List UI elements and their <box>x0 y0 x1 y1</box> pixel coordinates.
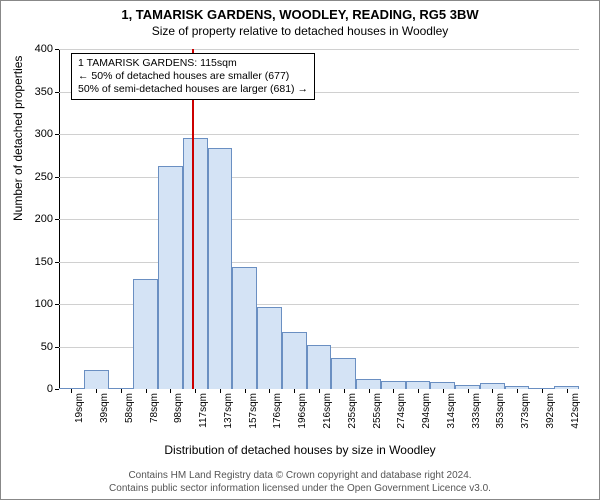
annotation-line: 1 TAMARISK GARDENS: 115sqm <box>78 57 308 70</box>
y-tick-mark <box>55 304 59 305</box>
x-tick-mark <box>245 389 246 393</box>
x-tick-label: 412sqm <box>570 393 581 429</box>
histogram-bar <box>406 381 431 390</box>
x-tick-label: 235sqm <box>347 393 358 429</box>
plot-area: 05010015020025030035040019sqm39sqm58sqm7… <box>59 49 579 389</box>
x-tick-mark <box>369 389 370 393</box>
x-tick-label: 19sqm <box>74 393 85 423</box>
x-tick-label: 117sqm <box>198 393 209 428</box>
x-tick-label: 333sqm <box>471 393 482 429</box>
y-tick-mark <box>55 262 59 263</box>
x-tick-label: 58sqm <box>124 393 135 423</box>
y-tick-label: 300 <box>35 128 53 140</box>
x-tick-mark <box>492 389 493 393</box>
histogram-bar <box>158 166 183 389</box>
x-tick-mark <box>121 389 122 393</box>
histogram-bar <box>307 345 332 389</box>
x-tick-mark <box>517 389 518 393</box>
histogram-bar <box>232 267 257 389</box>
x-tick-label: 196sqm <box>297 393 308 429</box>
x-tick-mark <box>468 389 469 393</box>
x-tick-mark <box>567 389 568 393</box>
y-axis-label: Number of detached properties <box>11 56 25 221</box>
y-tick-mark <box>55 134 59 135</box>
footer-line: Contains public sector information licen… <box>1 483 599 496</box>
y-tick-mark <box>55 49 59 50</box>
x-tick-label: 98sqm <box>173 393 184 423</box>
x-tick-mark <box>269 389 270 393</box>
y-tick-mark <box>55 347 59 348</box>
y-tick-mark <box>55 92 59 93</box>
x-tick-label: 157sqm <box>248 393 259 429</box>
x-tick-mark <box>344 389 345 393</box>
y-tick-label: 50 <box>41 341 53 353</box>
x-tick-label: 255sqm <box>372 393 383 429</box>
x-tick-mark <box>443 389 444 393</box>
gridline <box>59 262 579 263</box>
y-tick-label: 100 <box>35 298 53 310</box>
histogram-bar <box>208 148 233 389</box>
y-tick-mark <box>55 389 59 390</box>
x-tick-mark <box>71 389 72 393</box>
x-tick-mark <box>294 389 295 393</box>
chart-container: 1, TAMARISK GARDENS, WOODLEY, READING, R… <box>0 0 600 500</box>
histogram-bar <box>183 138 208 389</box>
x-tick-mark <box>146 389 147 393</box>
y-tick-label: 250 <box>35 171 53 183</box>
x-tick-label: 373sqm <box>520 393 531 429</box>
x-tick-mark <box>170 389 171 393</box>
histogram-bar <box>133 279 158 390</box>
x-tick-label: 294sqm <box>421 393 432 429</box>
gridline <box>59 134 579 135</box>
histogram-bar <box>331 358 356 389</box>
histogram-bar <box>430 382 455 389</box>
x-tick-label: 137sqm <box>223 393 234 429</box>
x-tick-mark <box>220 389 221 393</box>
x-tick-mark <box>542 389 543 393</box>
x-tick-mark <box>418 389 419 393</box>
histogram-bar <box>356 379 381 389</box>
footer-attribution: Contains HM Land Registry data © Crown c… <box>1 470 599 495</box>
x-tick-label: 216sqm <box>322 393 333 429</box>
x-tick-mark <box>393 389 394 393</box>
footer-line: Contains HM Land Registry data © Crown c… <box>1 470 599 483</box>
annotation-line: ← 50% of detached houses are smaller (67… <box>78 70 308 83</box>
x-axis-label: Distribution of detached houses by size … <box>1 443 599 457</box>
histogram-bar <box>381 381 406 389</box>
x-tick-mark <box>96 389 97 393</box>
gridline <box>59 49 579 50</box>
annotation-line: 50% of semi-detached houses are larger (… <box>78 83 308 96</box>
y-tick-mark <box>55 219 59 220</box>
y-tick-label: 400 <box>35 43 53 55</box>
gridline <box>59 219 579 220</box>
chart-subtitle: Size of property relative to detached ho… <box>1 24 599 38</box>
x-tick-label: 392sqm <box>545 393 556 429</box>
y-tick-label: 350 <box>35 86 53 98</box>
x-tick-label: 353sqm <box>495 393 506 429</box>
x-tick-label: 274sqm <box>396 393 407 429</box>
x-tick-label: 314sqm <box>446 393 457 429</box>
x-tick-label: 78sqm <box>149 393 160 423</box>
x-tick-label: 176sqm <box>272 393 283 429</box>
x-tick-mark <box>319 389 320 393</box>
y-tick-label: 0 <box>47 383 53 395</box>
y-tick-label: 200 <box>35 213 53 225</box>
annotation-box: 1 TAMARISK GARDENS: 115sqm ← 50% of deta… <box>71 53 315 100</box>
chart-title: 1, TAMARISK GARDENS, WOODLEY, READING, R… <box>1 1 599 22</box>
histogram-bar <box>257 307 282 389</box>
x-tick-mark <box>195 389 196 393</box>
histogram-bar <box>282 332 307 389</box>
x-tick-label: 39sqm <box>99 393 110 423</box>
y-tick-label: 150 <box>35 256 53 268</box>
y-tick-mark <box>55 177 59 178</box>
gridline <box>59 177 579 178</box>
histogram-bar <box>84 370 109 389</box>
